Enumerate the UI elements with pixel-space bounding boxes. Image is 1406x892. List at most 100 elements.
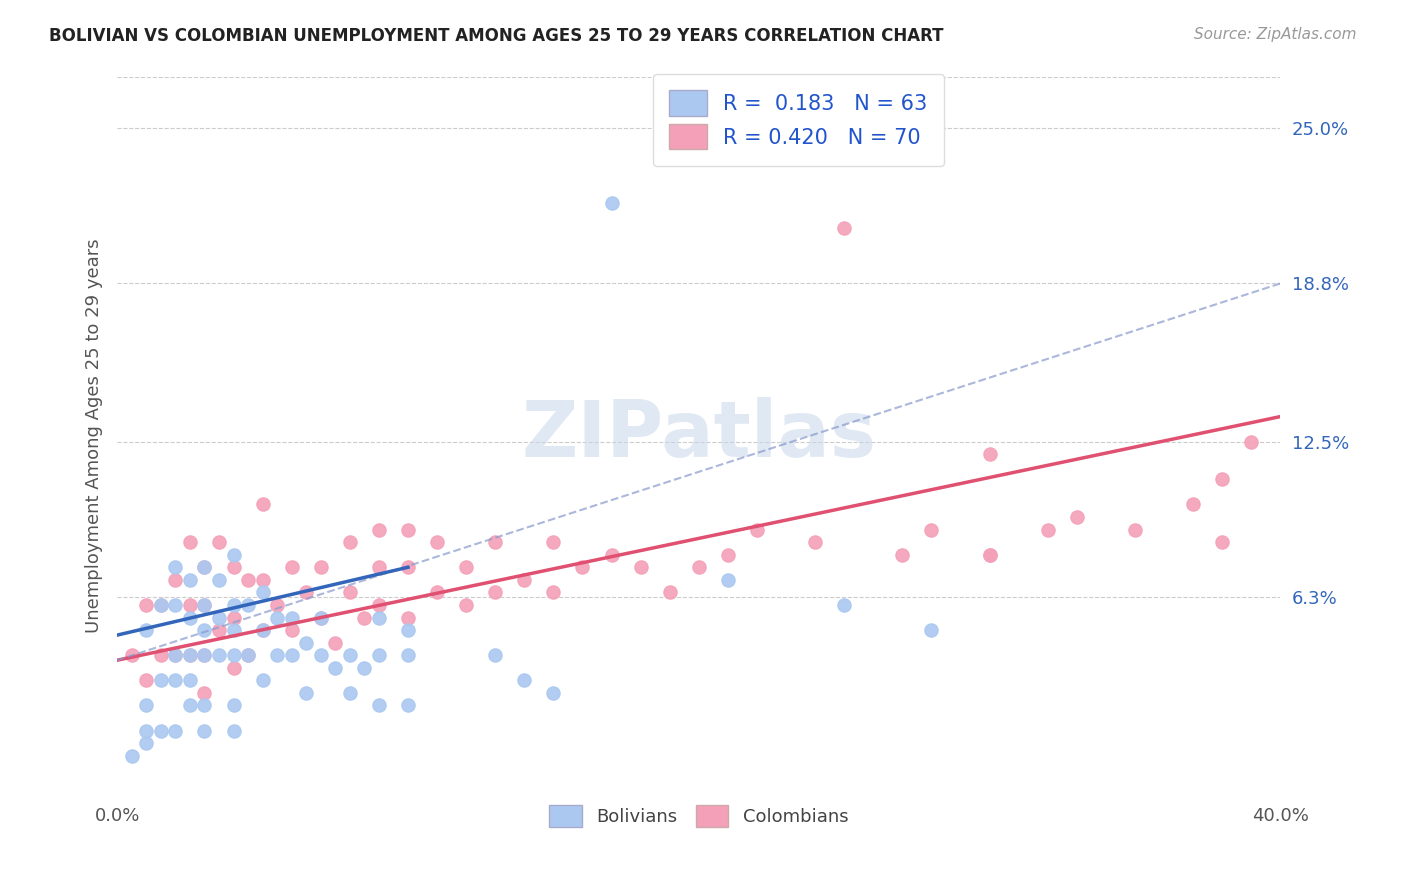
Point (339, 535, 361, 549)
Point (149, 723, 172, 738)
Point (339, 686, 361, 700)
Point (135, 723, 157, 738)
Point (353, 610, 375, 624)
Point (658, 585, 681, 599)
Point (165, 598, 187, 612)
Point (426, 585, 449, 599)
Point (1211, 535, 1233, 549)
Point (121, 748, 143, 763)
Point (891, 548, 914, 562)
Point (179, 610, 201, 624)
Point (323, 661, 346, 675)
Point (252, 623, 274, 637)
Point (688, 560, 710, 574)
Point (165, 723, 187, 738)
Point (236, 598, 259, 612)
Point (979, 447, 1001, 461)
Point (1123, 523, 1146, 537)
Point (804, 535, 827, 549)
Point (222, 598, 245, 612)
Point (280, 648, 302, 663)
Point (193, 723, 215, 738)
Point (295, 686, 318, 700)
Point (600, 548, 623, 562)
Point (323, 635, 346, 649)
Point (222, 661, 245, 675)
Point (149, 648, 172, 663)
Point (1066, 510, 1088, 524)
Point (600, 196, 623, 211)
Point (368, 523, 391, 537)
Point (513, 573, 536, 587)
Point (1182, 498, 1205, 512)
Point (135, 673, 157, 688)
Point (193, 686, 215, 700)
Point (339, 648, 361, 663)
Point (309, 648, 332, 663)
Point (484, 535, 506, 549)
Point (456, 560, 478, 574)
Point (396, 523, 419, 537)
Point (1036, 523, 1059, 537)
Point (165, 560, 187, 574)
Point (193, 698, 215, 713)
Point (179, 573, 201, 587)
Point (979, 548, 1001, 562)
Point (222, 548, 245, 562)
Point (252, 673, 274, 688)
Point (484, 648, 506, 663)
Point (135, 623, 157, 637)
Point (252, 585, 274, 599)
Point (368, 598, 391, 612)
Point (165, 648, 187, 663)
Point (193, 648, 215, 663)
Legend: Bolivians, Colombians: Bolivians, Colombians (543, 798, 855, 834)
Point (208, 648, 231, 663)
Point (179, 698, 201, 713)
Point (135, 698, 157, 713)
Text: Source: ZipAtlas.com: Source: ZipAtlas.com (1194, 27, 1357, 42)
Point (543, 585, 565, 599)
Point (717, 573, 740, 587)
Point (193, 598, 215, 612)
Point (280, 623, 302, 637)
Point (295, 635, 318, 649)
Point (179, 673, 201, 688)
Point (266, 610, 288, 624)
Point (339, 585, 361, 599)
Point (456, 598, 478, 612)
Point (236, 648, 259, 663)
Point (236, 573, 259, 587)
Point (222, 610, 245, 624)
Point (193, 623, 215, 637)
Point (368, 648, 391, 663)
Point (149, 673, 172, 688)
Point (280, 560, 302, 574)
Point (193, 648, 215, 663)
Point (396, 610, 419, 624)
Point (717, 548, 740, 562)
Point (252, 623, 274, 637)
Point (396, 560, 419, 574)
Point (121, 648, 143, 663)
Point (1211, 472, 1233, 486)
Point (179, 648, 201, 663)
Point (484, 585, 506, 599)
Point (353, 661, 375, 675)
Point (165, 673, 187, 688)
Point (208, 573, 231, 587)
Point (368, 560, 391, 574)
Point (921, 623, 943, 637)
Point (543, 535, 565, 549)
Point (193, 560, 215, 574)
Point (208, 610, 231, 624)
Point (208, 535, 231, 549)
Point (222, 560, 245, 574)
Point (368, 698, 391, 713)
Point (1240, 434, 1263, 449)
Point (135, 736, 157, 750)
Point (149, 598, 172, 612)
Point (295, 585, 318, 599)
Point (832, 221, 855, 235)
Point (236, 648, 259, 663)
